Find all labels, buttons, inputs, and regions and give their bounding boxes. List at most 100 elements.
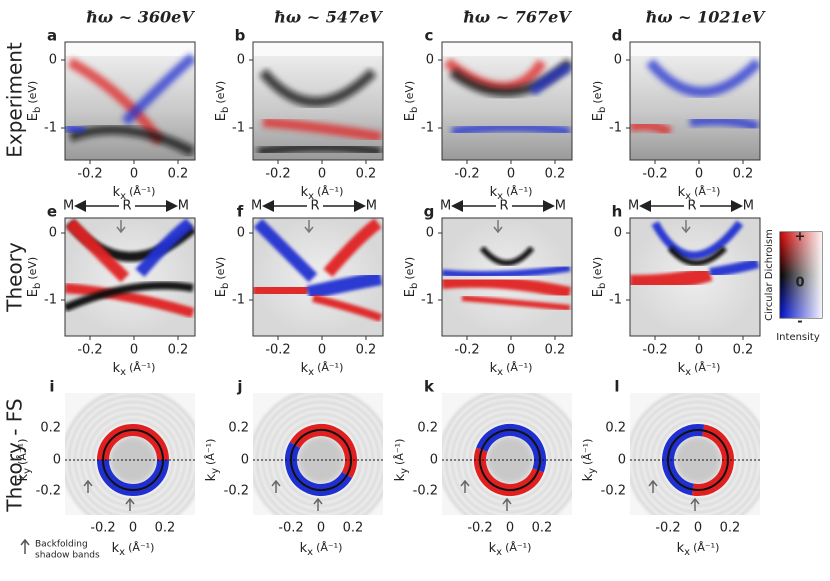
shadow-arrow — [502, 497, 512, 511]
axis-subscript: x — [119, 547, 125, 558]
x-tick-label: 0.2 — [545, 167, 566, 182]
band — [630, 265, 713, 291]
image-content — [442, 42, 572, 160]
band — [65, 283, 195, 318]
band — [65, 122, 87, 137]
axis-label: ky (Å⁻¹) — [393, 439, 411, 482]
image-content — [253, 42, 383, 160]
ring-edge — [479, 429, 541, 491]
x-tick-label: 0 — [506, 521, 514, 536]
x-tick-label: -0.2 — [655, 521, 680, 536]
panel-image — [249, 41, 384, 164]
axis-unit: (eV) — [26, 257, 39, 280]
x-tick-label: -0.2 — [77, 343, 102, 358]
axis-unit: (Å⁻¹) — [316, 541, 342, 554]
axis-label: Eb (eV) — [591, 81, 609, 121]
column-title: ħω ~ 1021eV — [646, 8, 766, 27]
legend-arrow — [20, 538, 30, 554]
x-tick-label: -0.2 — [278, 521, 303, 536]
band — [442, 275, 572, 299]
x-tick-label: 0.2 — [168, 167, 189, 182]
panel-letter: l — [614, 378, 619, 396]
axis-symbol: k — [301, 185, 309, 200]
y-tick-label: -0.2 — [601, 484, 626, 499]
axis-unit: (eV) — [591, 81, 604, 104]
panel-image — [438, 41, 573, 164]
axis-label: Eb (eV) — [403, 257, 421, 297]
x-tick-label: -0.2 — [77, 167, 102, 182]
band — [461, 295, 571, 311]
x-tick-label: 0 — [129, 521, 137, 536]
axis-label: ky (Å⁻¹) — [16, 439, 34, 482]
axis-symbol: E — [591, 289, 606, 297]
axis-symbol: k — [581, 473, 596, 481]
axis-symbol: k — [678, 361, 686, 376]
shadow-arrow — [648, 479, 658, 493]
image-content — [65, 42, 195, 160]
shadow-arrow — [83, 479, 93, 493]
axis-label: kx (Å⁻¹) — [490, 185, 533, 203]
axis-unit: (Å⁻¹) — [506, 361, 532, 374]
path-label: R — [687, 199, 696, 214]
x-tick-label: 0.2 — [343, 521, 364, 536]
axis-unit: (Å⁻¹) — [693, 541, 719, 554]
axis-subscript: b — [220, 283, 231, 289]
band — [257, 142, 382, 157]
band — [528, 62, 572, 96]
band — [667, 245, 728, 266]
x-tick-label: 0 — [317, 521, 325, 536]
axis-subscript: x — [308, 367, 314, 378]
axis-subscript: x — [308, 191, 314, 202]
axis-unit: (Å⁻¹) — [393, 439, 406, 465]
axis-subscript: x — [307, 547, 313, 558]
axis-label: Eb (eV) — [591, 257, 609, 297]
panel-image — [249, 217, 384, 340]
axis-symbol: k — [489, 541, 497, 556]
axis-unit: (eV) — [214, 81, 227, 104]
y-tick-label: 0 — [237, 226, 245, 241]
row-label: Experiment — [3, 42, 27, 158]
x-tick-label: 0 — [695, 167, 703, 182]
path-label: R — [122, 199, 131, 214]
axis-unit: (Å⁻¹) — [129, 361, 155, 374]
axis-subscript: b — [597, 283, 608, 289]
axis-symbol: E — [403, 113, 418, 121]
path-label: M — [251, 199, 262, 214]
axis-unit: (eV) — [403, 81, 416, 104]
axis-symbol: k — [204, 473, 219, 481]
axis-subscript: x — [685, 367, 691, 378]
band — [443, 58, 547, 92]
y-tick-label: 0 — [49, 53, 57, 68]
axis-symbol: k — [300, 541, 308, 556]
band — [65, 218, 130, 283]
axis-label: Eb (eV) — [26, 81, 44, 121]
axis-label: Eb (eV) — [214, 81, 232, 121]
band — [479, 246, 535, 266]
axis-subscript: y — [210, 468, 221, 474]
x-tick-label: 0 — [318, 167, 326, 182]
shadow-arrow — [116, 220, 126, 234]
axis-symbol: E — [591, 113, 606, 121]
axis-unit: (eV) — [26, 81, 39, 104]
axis-label: kx (Å⁻¹) — [490, 361, 533, 379]
image-content — [253, 393, 383, 515]
band — [709, 258, 760, 278]
axis-symbol: k — [490, 185, 498, 200]
y-tick-label: 0.2 — [417, 421, 438, 436]
ring-edge — [667, 429, 729, 491]
band — [630, 120, 673, 137]
x-tick-label: 0.2 — [545, 343, 566, 358]
x-tick-label: 0 — [507, 343, 515, 358]
band — [646, 58, 760, 97]
row-label: Theory — [3, 242, 27, 313]
band — [323, 218, 382, 277]
axis-symbol: k — [113, 185, 121, 200]
panel-letter: j — [236, 378, 242, 396]
axis-symbol: k — [393, 473, 408, 481]
axis-unit: (Å⁻¹) — [129, 185, 155, 198]
axis-label: kx (Å⁻¹) — [678, 361, 721, 379]
axis-unit: (Å⁻¹) — [16, 439, 29, 465]
y-tick-label: 0.2 — [40, 421, 61, 436]
axis-subscript: x — [497, 191, 503, 202]
